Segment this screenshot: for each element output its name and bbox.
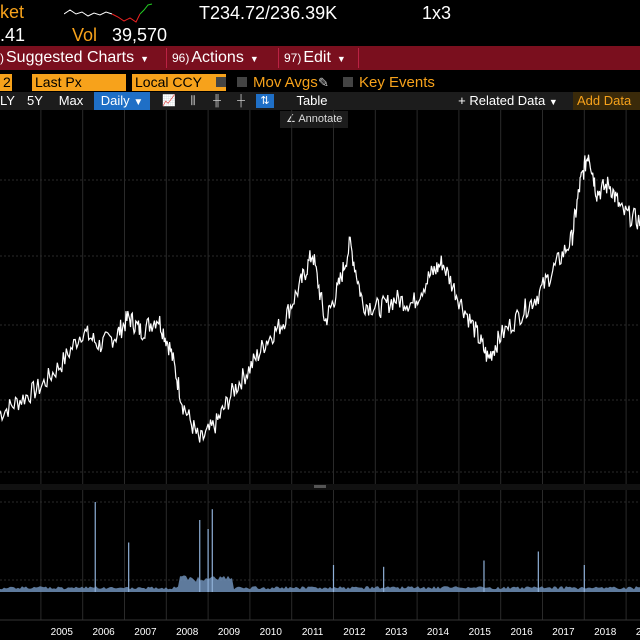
size-quote: 1x3 xyxy=(422,3,452,23)
caret-down-icon: ▼ xyxy=(548,97,558,107)
menu-divider xyxy=(278,48,279,68)
period-1y-button[interactable]: LY xyxy=(0,93,15,108)
suggested-charts-menu[interactable]: ) Suggested Charts ▼ xyxy=(0,46,149,70)
related-data-label: + Related Data xyxy=(458,93,546,108)
x-tick-label: 2017 xyxy=(552,627,575,638)
price-series-line xyxy=(0,154,640,443)
table-button[interactable]: Table xyxy=(296,93,328,108)
menu-label: Actions xyxy=(191,49,244,66)
chart-toolbar: LY 5Y Max Daily ▼ 📈 ⫼ ╫ ┼ ⇅ Table + Rela… xyxy=(0,92,640,110)
horizontal-grid xyxy=(0,179,640,581)
annotate-label: Annotate xyxy=(298,113,343,125)
sparkline xyxy=(64,3,153,23)
period-5y-button[interactable]: 5Y xyxy=(27,93,43,108)
x-tick-label: 2010 xyxy=(260,627,283,638)
candlestick-icon[interactable]: ╫ xyxy=(213,95,221,107)
price-chart[interactable]: 2005 2006 2007 2008 2009 2010 2011 2012 2013 2014… xyxy=(0,110,640,640)
menu-divider xyxy=(166,48,167,68)
menu-divider xyxy=(358,48,359,68)
x-tick-label: 2006 xyxy=(92,627,115,638)
pencil-icon: ∠ xyxy=(286,113,296,125)
mov-avgs-checkbox[interactable] xyxy=(237,77,247,87)
price-field-selector[interactable]: Last Px xyxy=(32,74,126,91)
x-tick-label: 2007 xyxy=(134,627,157,638)
menu-label: Suggested Charts xyxy=(6,49,135,66)
x-tick-label: 2011 xyxy=(302,627,324,638)
period-max-button[interactable]: Max xyxy=(58,93,84,108)
volume-spikes xyxy=(94,502,585,592)
volume-series-area xyxy=(0,575,640,592)
caret-down-icon: ▼ xyxy=(249,54,259,64)
currency-selector[interactable]: Local CCY xyxy=(132,74,226,91)
bar-chart-icon[interactable]: ⫼ xyxy=(190,95,196,107)
x-tick-label: 2018 xyxy=(594,627,617,638)
caret-down-icon: ▼ xyxy=(140,54,149,64)
ohlc-icon[interactable]: ┼ xyxy=(237,95,245,107)
actions-menu[interactable]: 96) Actions ▼ xyxy=(172,46,259,70)
line-chart-icon[interactable]: 📈 xyxy=(162,95,176,107)
options-row: 2 Last Px Local CCY Mov Avgs ✎ Key Event… xyxy=(0,72,640,92)
x-tick-label: 2005 xyxy=(51,627,74,638)
x-tick-label: 2015 xyxy=(469,627,492,638)
last-price: .41 xyxy=(0,25,26,45)
frequency-label: Daily xyxy=(100,93,130,108)
related-data-button[interactable]: + Related Data ▼ xyxy=(450,92,566,110)
x-tick-label: 2019 xyxy=(636,627,640,638)
add-data-input[interactable]: Add Data xyxy=(573,92,640,110)
x-tick-label: 2009 xyxy=(218,627,241,638)
menu-number: 97) xyxy=(284,51,302,65)
x-tick-label: 2013 xyxy=(385,627,408,638)
caret-down-icon: ▼ xyxy=(336,54,346,64)
key-events-checkbox[interactable] xyxy=(343,77,353,87)
mov-avgs-label: Mov Avgs xyxy=(253,74,318,91)
bid-ask-quote: T234.72/236.39K xyxy=(199,3,338,23)
x-tick-label: 2012 xyxy=(343,627,366,638)
frequency-selector[interactable]: Daily ▼ xyxy=(94,92,150,110)
menu-bar: ) Suggested Charts ▼ 96) Actions ▼ 97) Edit ▼ xyxy=(0,46,640,70)
x-tick-label: 2016 xyxy=(510,627,533,638)
ticker-label: ket xyxy=(0,2,25,22)
caret-down-icon: ▼ xyxy=(133,97,144,108)
divider-handle[interactable] xyxy=(314,485,326,488)
menu-label: Edit xyxy=(303,49,331,66)
pencil-icon[interactable]: ✎ xyxy=(318,75,329,90)
menu-number: ) xyxy=(0,51,4,65)
volume-value: 39,570 xyxy=(112,25,168,45)
key-events-label: Key Events xyxy=(359,74,435,91)
dropdown-arrow[interactable] xyxy=(216,77,226,87)
compare-icon[interactable]: ⇅ xyxy=(256,94,274,108)
annotate-button[interactable]: ∠ Annotate xyxy=(280,111,348,128)
x-tick-label: 2008 xyxy=(176,627,199,638)
edit-menu[interactable]: 97) Edit ▼ xyxy=(284,46,346,70)
x-axis-ticks: 2005 2006 2007 2008 2009 2010 2011 2012 2013 2014… xyxy=(51,627,640,638)
x-axis-band xyxy=(0,620,640,640)
volume-label: Vol xyxy=(72,25,98,45)
x-tick-label: 2014 xyxy=(427,627,450,638)
menu-number: 96) xyxy=(172,51,190,65)
field-selector[interactable]: 2 xyxy=(0,74,12,91)
vertical-grid xyxy=(40,110,627,640)
quote-header: ket T234.72/236.39K 1x3 .41 Vol 39,570 xyxy=(0,0,640,46)
